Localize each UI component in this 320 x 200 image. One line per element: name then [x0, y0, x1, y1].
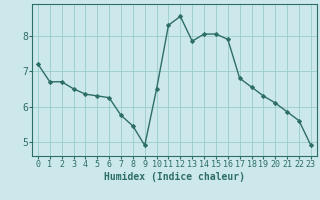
X-axis label: Humidex (Indice chaleur): Humidex (Indice chaleur) [104, 172, 245, 182]
